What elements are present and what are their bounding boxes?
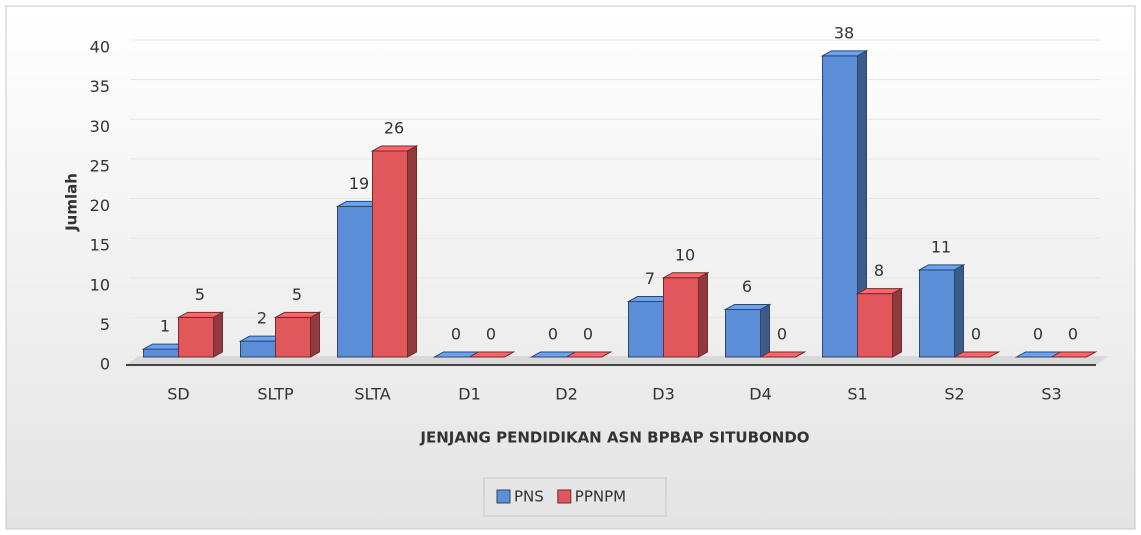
legend-swatch	[496, 489, 511, 504]
bar	[857, 293, 893, 358]
value-label: 38	[834, 23, 854, 42]
y-tick-label: 35	[90, 77, 110, 96]
y-tick-label: 5	[100, 315, 110, 334]
y-tick-label: 25	[90, 156, 110, 175]
y-tick-label: 30	[90, 117, 110, 136]
value-label: 0	[1068, 325, 1078, 344]
bar-side	[760, 303, 770, 358]
x-axis-title: JENJANG PENDIDIKAN ASN BPBAP SITUBONDO	[419, 429, 809, 447]
bar-3d	[1049, 351, 1098, 358]
bar	[372, 150, 408, 358]
bar-3d	[723, 303, 772, 358]
value-label: 0	[777, 325, 787, 344]
x-tick-label: D4	[749, 385, 772, 404]
bar-top	[820, 50, 869, 57]
bar	[337, 205, 373, 358]
bar-side	[310, 311, 320, 358]
bar-3d	[952, 351, 1001, 358]
value-label: 0	[583, 325, 593, 344]
value-label: 5	[195, 285, 205, 304]
value-label: 19	[349, 174, 369, 193]
y-axis-title: Jumlah	[63, 173, 81, 232]
bar-side	[698, 271, 708, 358]
value-label: 7	[645, 269, 655, 288]
value-label: 8	[874, 261, 884, 280]
bar	[628, 301, 664, 358]
legend-box	[483, 477, 667, 517]
floor	[126, 356, 1109, 365]
x-tick-label: D3	[652, 385, 675, 404]
bar-top	[758, 351, 807, 358]
chart-background	[5, 5, 1136, 530]
bar-side	[213, 311, 223, 358]
bar-3d	[370, 145, 419, 358]
y-tick-label: 15	[90, 236, 110, 255]
value-label: 2	[257, 309, 267, 328]
value-label: 6	[742, 277, 752, 296]
bar-top	[952, 351, 1001, 358]
value-label: 0	[548, 325, 558, 344]
bar-3d	[855, 287, 904, 358]
bar-side	[892, 287, 902, 358]
bar-3d	[758, 351, 807, 358]
value-label: 10	[675, 245, 695, 264]
bar-top	[370, 145, 419, 152]
y-tick-label: 40	[90, 38, 110, 57]
x-tick-label: S2	[944, 385, 964, 404]
y-tick-label: 0	[100, 355, 110, 374]
bar-3d	[467, 351, 516, 358]
bar-top	[723, 303, 772, 310]
x-tick-label: SLTP	[257, 385, 294, 404]
bar	[143, 348, 179, 358]
bar	[663, 277, 699, 358]
legend-swatch	[557, 489, 572, 504]
bar-top	[176, 311, 225, 318]
bar-top	[855, 288, 904, 295]
value-label: 0	[971, 325, 981, 344]
value-label: 0	[486, 325, 496, 344]
value-label: 5	[292, 285, 302, 304]
bar-3d	[176, 311, 225, 358]
bar-top	[467, 351, 516, 358]
value-label: 0	[451, 325, 461, 344]
bar	[919, 269, 955, 358]
bar	[240, 340, 276, 358]
bar	[822, 55, 858, 358]
bar-top	[1049, 351, 1098, 358]
legend-label: PPNPM	[575, 488, 626, 506]
value-label: 26	[384, 118, 404, 137]
bar	[725, 308, 761, 358]
value-label: 1	[160, 317, 170, 336]
x-tick-label: S1	[847, 385, 867, 404]
bar-top	[661, 272, 710, 279]
legend-label: PNS	[514, 488, 544, 506]
bar-side	[954, 263, 964, 358]
y-tick-label: 10	[90, 275, 110, 294]
bar-side	[407, 145, 417, 358]
bar-3d	[917, 263, 966, 358]
x-tick-label: SD	[167, 385, 189, 404]
x-tick-label: SLTA	[354, 385, 390, 404]
bar	[275, 316, 311, 358]
bar	[178, 316, 214, 358]
bar-3d	[661, 271, 710, 358]
bar-3d	[273, 311, 322, 358]
y-tick-label: 20	[90, 196, 110, 215]
value-label: 0	[1033, 325, 1043, 344]
bar-3d	[820, 50, 869, 358]
bar-top	[564, 351, 613, 358]
bar-3d	[564, 351, 613, 358]
bar-top	[273, 311, 322, 318]
value-label: 11	[931, 237, 951, 256]
x-tick-label: S3	[1041, 385, 1061, 404]
bar-top	[917, 264, 966, 271]
x-tick-label: D1	[458, 385, 481, 404]
x-tick-label: D2	[555, 385, 578, 404]
